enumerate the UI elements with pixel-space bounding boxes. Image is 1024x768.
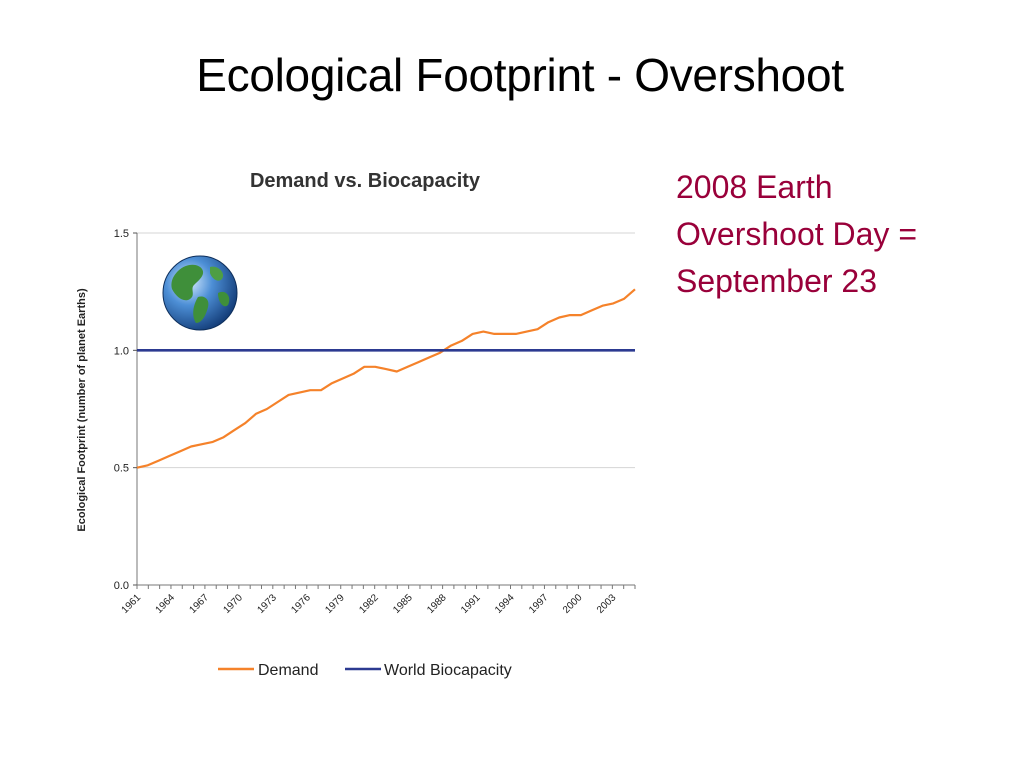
- x-tick-label: 1994: [493, 592, 517, 616]
- y-tick-label: 1.0: [114, 345, 129, 357]
- x-tick-label: 1976: [289, 592, 313, 616]
- x-tick-label: 1979: [323, 592, 347, 616]
- x-tick-label: 1982: [357, 592, 381, 616]
- x-tick-label: 1973: [255, 592, 279, 616]
- x-tick-label: 2003: [595, 592, 619, 616]
- x-tick-label: 2000: [561, 592, 585, 616]
- overshoot-note: 2008 Earth Overshoot Day = September 23: [676, 164, 1016, 305]
- series-lines: [136, 288, 636, 469]
- y-tick-labels: 0.0 0.5 1.0 1.5: [114, 228, 137, 592]
- x-tick-label: 1961: [120, 592, 144, 616]
- x-tick-label: 1991: [459, 592, 483, 616]
- x-tick-labels: 1961 1964 1967 1970 1973 1976 1979 1982 1985 1988…: [120, 585, 636, 616]
- x-tick-label: 1967: [188, 592, 212, 616]
- legend-biocapacity-label: World Biocapacity: [384, 662, 512, 679]
- slide-title: Ecological Footprint - Overshoot: [196, 49, 844, 101]
- demand-line: [136, 288, 636, 469]
- y-tick-label: 1.5: [114, 228, 129, 240]
- overshoot-note-line-2: Overshoot Day =: [676, 216, 917, 252]
- overshoot-note-line-3: September 23: [676, 263, 878, 299]
- y-tick-label: 0.0: [114, 580, 129, 592]
- x-tick-label: 1997: [527, 592, 551, 616]
- x-tick-label: 1985: [391, 592, 415, 616]
- legend: Demand World Biocapacity: [218, 662, 512, 679]
- x-tick-label: 1964: [154, 592, 178, 616]
- y-tick-label: 0.5: [114, 463, 129, 475]
- x-tick-label: 1970: [221, 592, 245, 616]
- overshoot-note-line-1: 2008 Earth: [676, 169, 833, 205]
- globe-icon: [162, 255, 238, 331]
- y-axis-label: Ecological Footprint (number of planet E…: [76, 288, 88, 532]
- chart-title: Demand vs. Biocapacity: [250, 170, 481, 192]
- demand-vs-biocapacity-chart: Demand vs. Biocapacity Ecological Footpr…: [76, 170, 636, 679]
- legend-demand-label: Demand: [258, 662, 318, 679]
- x-tick-label: 1988: [425, 592, 449, 616]
